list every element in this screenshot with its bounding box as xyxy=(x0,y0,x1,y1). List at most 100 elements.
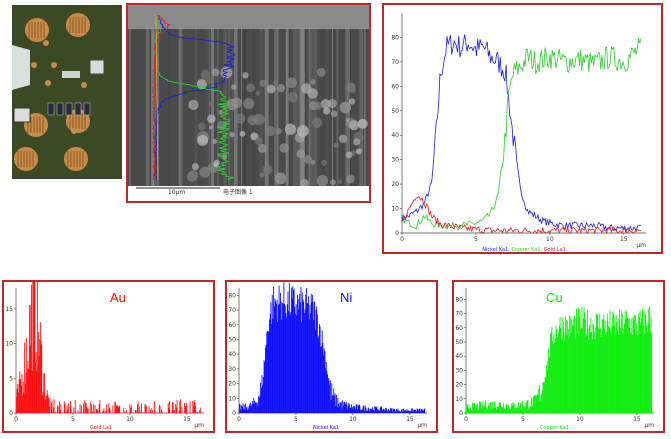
histogram-bar xyxy=(554,342,556,413)
histogram-bar xyxy=(95,409,97,413)
histogram-bar xyxy=(400,411,402,413)
histogram-bar xyxy=(325,368,327,413)
histogram-bar xyxy=(424,408,426,413)
histogram-bar xyxy=(606,313,608,413)
histogram-bar xyxy=(295,304,297,413)
sem-particle xyxy=(191,163,199,171)
histogram-bar xyxy=(478,401,480,413)
histogram-bar xyxy=(642,307,644,413)
histogram-bar xyxy=(299,293,301,413)
histogram-bar xyxy=(561,341,562,413)
au-histogram-panel: Au 0 5 10 15 0 5 10 15 µm Gold La1 xyxy=(2,280,215,433)
histogram-bar xyxy=(332,395,334,413)
histogram-bar xyxy=(468,407,470,413)
x-tick-label: 0 xyxy=(400,236,404,243)
histogram-bar xyxy=(630,333,631,413)
legend-item: Gold La1 xyxy=(544,247,566,252)
histogram-bar xyxy=(398,410,400,413)
ni-histogram: Ni 0 5 10 15 0 10 20 30 40 50 60 70 80 µm Nickel Ka1 xyxy=(228,282,427,431)
y-tick-label: 0 xyxy=(9,410,13,417)
histogram-bar xyxy=(267,330,268,413)
histogram-bar xyxy=(199,407,201,413)
histogram-bar xyxy=(567,321,569,413)
histogram-bar xyxy=(18,379,20,413)
histogram-bar xyxy=(507,404,509,413)
histogram-bar xyxy=(239,403,240,413)
histogram-bar xyxy=(256,402,258,413)
histogram-bar xyxy=(531,399,533,413)
y-tick-label: 80 xyxy=(455,296,463,303)
histogram-bar xyxy=(383,409,385,413)
histogram-bar xyxy=(22,395,24,413)
histogram-bar xyxy=(411,408,413,413)
histogram-bar xyxy=(283,282,285,413)
sem-particle xyxy=(199,166,211,178)
sem-particle xyxy=(279,143,289,153)
histogram-bar xyxy=(333,388,335,413)
histogram-bar xyxy=(258,397,260,413)
histogram-bar xyxy=(168,407,170,413)
sem-particle xyxy=(286,77,297,89)
histogram-bar xyxy=(338,403,340,413)
histogram-bar xyxy=(558,331,560,413)
histogram-bar xyxy=(634,314,636,413)
histogram-bar xyxy=(379,407,381,413)
histogram-bar xyxy=(17,384,19,413)
histogram-bar xyxy=(135,410,137,413)
histogram-bar xyxy=(301,292,303,413)
histogram-bar xyxy=(625,318,627,413)
histogram-bar xyxy=(105,410,107,413)
histogram-bar xyxy=(94,405,96,413)
histogram-bar xyxy=(91,411,93,413)
histogram-bar xyxy=(517,406,519,413)
histogram-bar xyxy=(286,317,288,413)
sem-column xyxy=(300,27,305,186)
histogram-bar xyxy=(243,404,245,413)
histogram-bar xyxy=(85,403,87,413)
histogram-bar xyxy=(25,372,27,413)
x-unit-label: µm xyxy=(194,422,204,429)
histogram-bar xyxy=(67,403,69,413)
histogram-bar xyxy=(524,407,526,413)
histogram-bar xyxy=(375,406,376,413)
axes: 0 5 10 15 0 10 20 30 40 50 60 70 80 µm xyxy=(391,13,646,249)
histogram-bar xyxy=(341,408,343,413)
histogram-bar xyxy=(74,399,76,413)
histogram-bar xyxy=(144,404,146,413)
cu-label: Cu xyxy=(546,290,563,305)
histogram-bar xyxy=(591,339,593,413)
histogram-bar xyxy=(555,325,557,413)
histogram-bar xyxy=(266,332,268,413)
histogram-bar xyxy=(269,313,271,413)
histogram-bar xyxy=(485,407,487,413)
histogram-bar xyxy=(35,362,37,413)
histogram-bar xyxy=(241,407,243,413)
histogram-bar xyxy=(42,392,44,413)
histogram-bar xyxy=(472,402,474,413)
histogram-bar xyxy=(67,409,69,413)
histogram-bar xyxy=(344,402,346,413)
histogram-bar xyxy=(353,406,355,413)
histogram-bar xyxy=(334,393,336,413)
histogram-bar xyxy=(134,410,136,413)
histogram-bar xyxy=(516,408,518,413)
histogram-bar xyxy=(246,406,248,413)
histogram-bar xyxy=(509,409,511,413)
histogram-bar xyxy=(478,409,480,413)
histogram-bar xyxy=(556,336,558,413)
histogram-bar xyxy=(594,339,596,413)
sem-column xyxy=(223,27,227,186)
histogram-bar xyxy=(527,400,529,413)
chip xyxy=(89,59,105,75)
histogram-bar xyxy=(259,395,261,413)
sem-caption-bar xyxy=(128,186,369,201)
histogram-bar xyxy=(115,402,117,413)
histogram-bar xyxy=(346,401,348,413)
au-label: Au xyxy=(110,290,126,305)
histogram-bar xyxy=(276,299,278,413)
histogram-bar xyxy=(48,406,50,413)
histogram-bar xyxy=(565,316,567,413)
histogram-bar xyxy=(250,406,252,413)
histogram-bar xyxy=(423,409,425,413)
histogram-bar xyxy=(643,334,645,413)
